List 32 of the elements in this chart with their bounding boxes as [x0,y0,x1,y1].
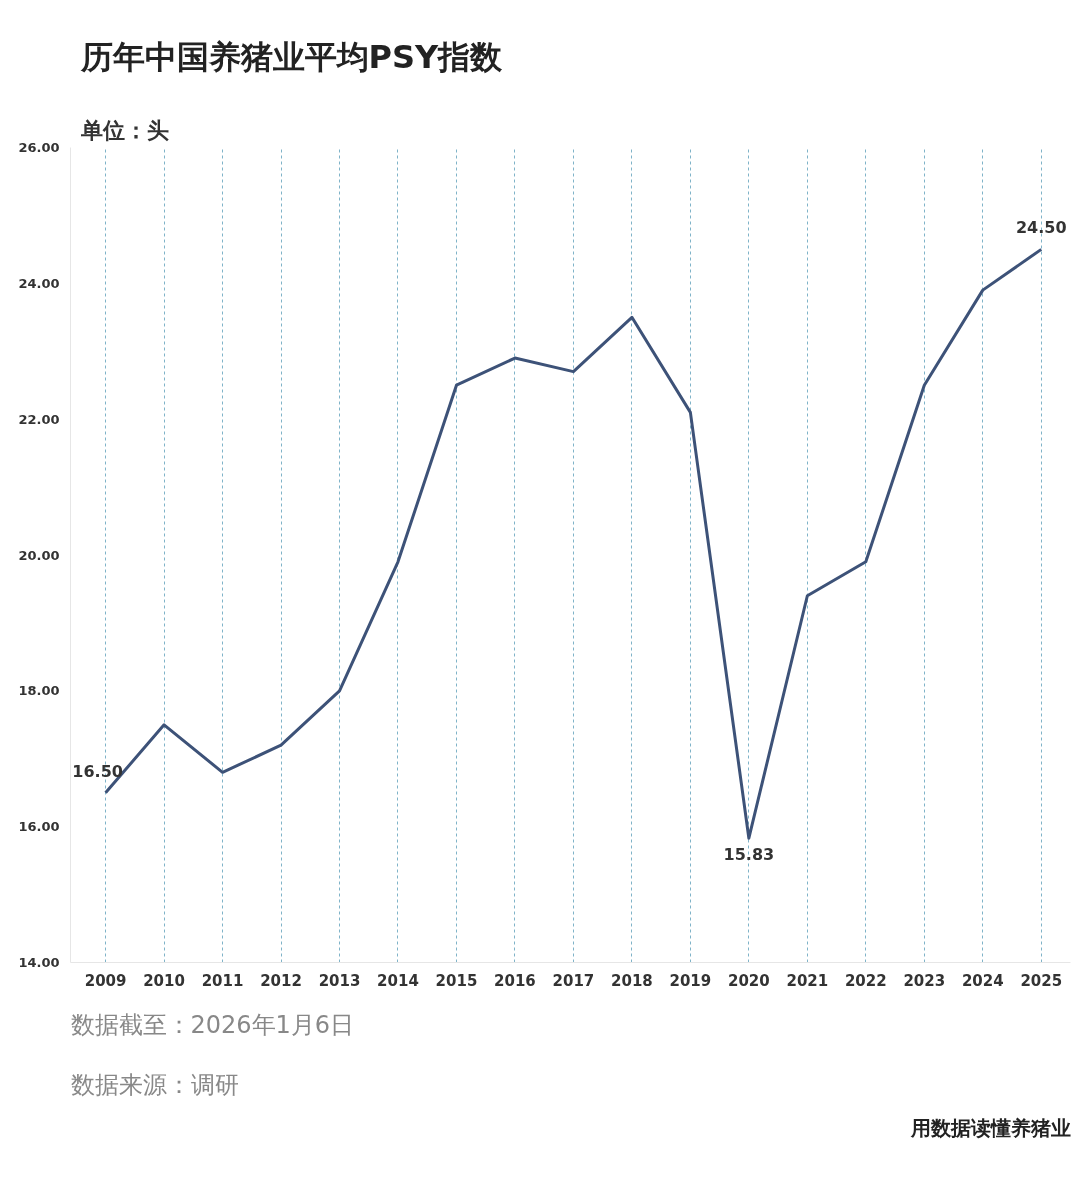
x-tick-label: 2020 [727,971,770,990]
x-tick-label: 2011 [201,971,244,990]
y-tick-label: 20.00 [18,547,60,563]
y-tick-label: 22.00 [18,411,60,427]
source-note: 数据来源：调研 [70,1070,239,1099]
x-tick-label: 2010 [143,971,185,990]
data-label: 16.50 [72,761,123,781]
data-label: 24.50 [1015,218,1067,238]
y-tick-label: 26.00 [18,140,60,155]
x-tick-label: 2017 [552,971,595,990]
chart-title: 历年中国养猪业平均PSY指数 [79,37,504,76]
text: 数据截至：2026年1月6日 [70,1010,355,1039]
chart-subtitle: 单位：头 [79,117,169,143]
x-tick-label: 2018 [611,971,653,990]
x-tick-label: 2023 [903,971,946,990]
x-tick-label: 2025 [1020,971,1063,990]
x-tick-label: 2012 [260,971,302,990]
x-tick-label: 2013 [318,971,361,990]
y-tick-label: 24.00 [18,275,60,291]
y-tick-label: 18.00 [18,683,60,699]
x-tick-label: 2021 [786,971,829,990]
data-label: 15.83 [723,845,775,865]
x-tick-label: 2024 [961,971,1004,990]
x-tick-label: 2015 [435,971,478,990]
y-tick-label: 14.00 [18,955,60,970]
x-tick-label: 2014 [377,971,419,990]
y-tick-label: 16.00 [18,819,60,835]
text: 用数据读懂养猪业 [909,1115,1071,1140]
x-tick-label: 2022 [844,971,887,990]
x-tick-label: 2019 [669,971,712,990]
x-tick-label: 2016 [494,971,536,990]
x-tick-label: 2009 [84,971,127,990]
